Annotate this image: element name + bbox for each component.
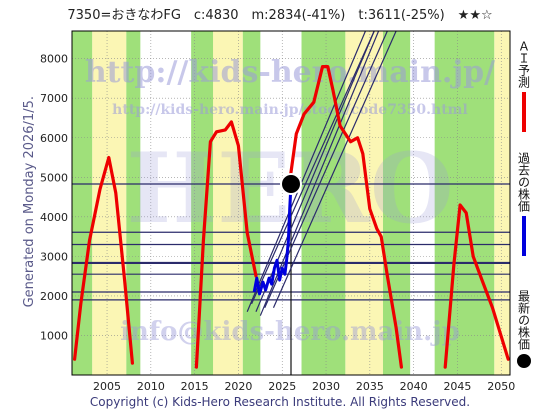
x-tick-label: 2030: [312, 380, 340, 393]
yellow-band-1: [213, 31, 243, 375]
legend-past-swatch: [522, 216, 526, 256]
green-band-6: [434, 31, 495, 375]
green-band-2: [191, 31, 214, 375]
ai-forecast-line-2: [287, 64, 403, 369]
trend-line-0: [246, 31, 367, 312]
legend-ai-swatch: [522, 92, 526, 132]
y-tick-label: 4000: [40, 211, 68, 224]
watermark-email: info@kids-hero.main.jp: [120, 317, 460, 347]
legend-past-label: 過去の株価: [516, 152, 531, 212]
latest-price-dot: [280, 173, 302, 196]
legend-latest-dot: [517, 354, 531, 368]
y-tick-label: 5000: [40, 171, 68, 184]
ai-forecast-line-1: [194, 120, 258, 369]
x-axis-ticks: 2005 2010 2015 2020 2025 2030 2035 2040 2045 2050: [93, 380, 515, 393]
watermark-url: http://kids-hero.main.jp/: [85, 55, 495, 90]
series: [72, 64, 510, 369]
green-band-4: [301, 31, 346, 375]
yellow-band-3: [494, 31, 510, 375]
y-axis-ticks: 1000 2000 3000 4000 5000 6000 7000 8000: [40, 53, 68, 343]
y-tick-label: 7000: [40, 92, 68, 105]
trend-line-3: [272, 31, 397, 309]
trend-line-4: [251, 31, 375, 305]
x-tick-label: 2010: [137, 380, 165, 393]
generated-date: Generated on Monday 2026/1/5.: [22, 96, 37, 308]
x-tick-label: 2015: [181, 380, 209, 393]
y-tick-label: 3000: [40, 250, 68, 263]
legend-ai-label: ＡＩ予測: [516, 40, 531, 88]
y-tick-label: 6000: [40, 132, 68, 145]
background-bands: [72, 31, 510, 375]
green-band-5: [382, 31, 411, 375]
past-price-line: [252, 183, 293, 296]
y-tick-label: 2000: [40, 290, 68, 303]
legend-latest: 最新の株価: [514, 290, 534, 368]
yellow-band-2: [345, 31, 383, 375]
x-tick-label: 2045: [443, 380, 471, 393]
legend-past: 過去の株価: [514, 152, 534, 256]
y-tick-label: 8000: [40, 53, 68, 66]
x-tick-label: 2035: [356, 380, 384, 393]
ai-forecast-line-3: [443, 203, 510, 369]
green-band-0: [72, 31, 93, 375]
x-tick-label: 2005: [93, 380, 121, 393]
x-tick-label: 2025: [268, 380, 296, 393]
chart-title: 7350=おきなわFG c:4830 m:2834(-41%) t:3611(-…: [67, 8, 493, 23]
legend-ai: ＡＩ予測: [514, 40, 534, 132]
watermark-url2: http://kids-hero.main.jp/stock/code7350.…: [112, 102, 468, 118]
ai-forecast-line-0: [72, 155, 134, 365]
x-tick-label: 2040: [400, 380, 428, 393]
y-tick-label: 1000: [40, 329, 68, 342]
x-tick-label: 2050: [487, 380, 515, 393]
green-band-1: [126, 31, 141, 375]
legend-latest-label: 最新の株価: [516, 290, 531, 350]
plot-frame: [71, 30, 511, 376]
x-tick-label: 2020: [224, 380, 252, 393]
copyright: Copyright (c) Kids-Hero Research Institu…: [89, 395, 471, 409]
trend-line-5: [259, 31, 380, 316]
